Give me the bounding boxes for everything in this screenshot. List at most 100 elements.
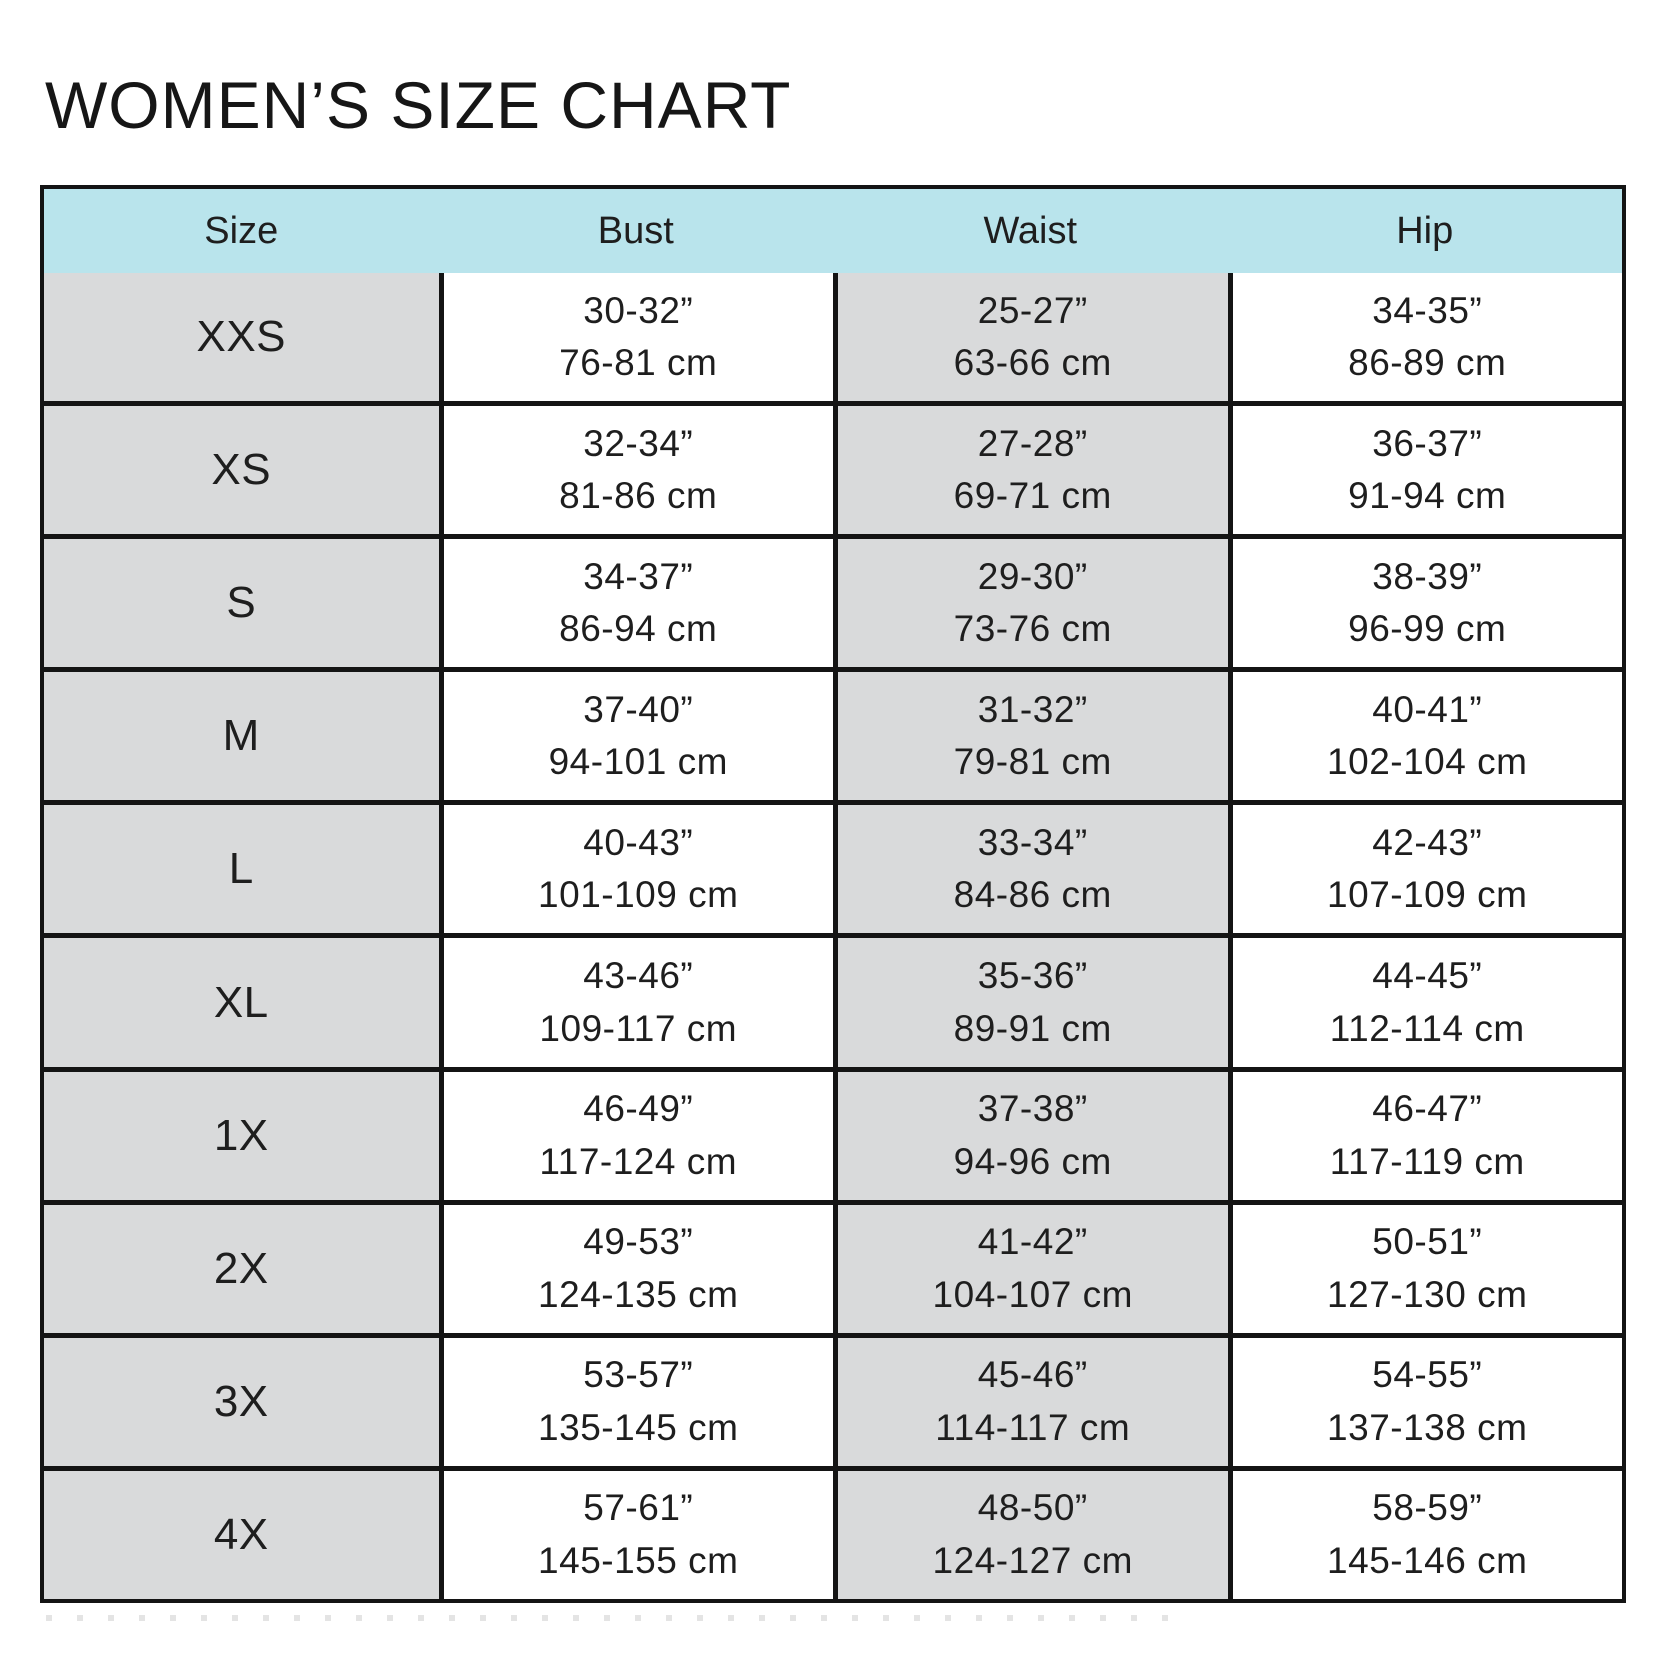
- waist-inches: 31-32”: [977, 688, 1088, 730]
- waist-inches: 37-38”: [977, 1088, 1088, 1130]
- column-header-hip: Hip: [1396, 209, 1454, 252]
- bust-cm: 145-155 cm: [538, 1539, 739, 1581]
- hip-value: 38-39” 96-99 cm: [1227, 539, 1622, 668]
- hip-cm: 102-104 cm: [1327, 741, 1528, 783]
- table-row-m: M 37-40” 94-101 cm 31-32” 79-81 cm 40-41…: [44, 667, 1622, 801]
- waist-value: 45-46” 114-117 cm: [833, 1337, 1228, 1466]
- column-header-bust: Bust: [597, 209, 674, 252]
- hip-value: 34-35” 86-89 cm: [1227, 273, 1622, 402]
- bust-cm: 86-94 cm: [559, 608, 718, 650]
- size-label: 4X: [44, 1470, 439, 1599]
- hip-value: 50-51” 127-130 cm: [1227, 1204, 1622, 1333]
- bust-inches: 49-53”: [583, 1221, 694, 1263]
- womens-size-chart-table: Size Bust Waist Hip XXS 30-32” 76-81 cm …: [40, 185, 1626, 1603]
- hip-inches: 54-55”: [1372, 1354, 1483, 1396]
- table-row-xs: XS 32-34” 81-86 cm 27-28” 69-71 cm 36-37…: [44, 401, 1622, 535]
- hip-value: 36-37” 91-94 cm: [1227, 406, 1622, 535]
- waist-cm: 69-71 cm: [953, 475, 1112, 517]
- waist-inches: 45-46”: [977, 1354, 1088, 1396]
- bust-inches: 40-43”: [583, 821, 694, 863]
- waist-cm: 63-66 cm: [953, 342, 1112, 384]
- table-row-s: S 34-37” 86-94 cm 29-30” 73-76 cm 38-39”…: [44, 534, 1622, 668]
- waist-cm: 104-107 cm: [932, 1273, 1133, 1315]
- hip-cm: 145-146 cm: [1327, 1539, 1528, 1581]
- bust-value: 57-61” 145-155 cm: [438, 1470, 833, 1599]
- table-row-2x: 2X 49-53” 124-135 cm 41-42” 104-107 cm 5…: [44, 1199, 1622, 1333]
- hip-inches: 36-37”: [1372, 422, 1483, 464]
- waist-cm: 84-86 cm: [953, 874, 1112, 916]
- table-row-l: L 40-43” 101-109 cm 33-34” 84-86 cm 42-4…: [44, 800, 1622, 934]
- waist-value: 25-27” 63-66 cm: [833, 273, 1228, 402]
- faint-dotted-line: [46, 1615, 1191, 1621]
- bust-value: 40-43” 101-109 cm: [438, 805, 833, 934]
- size-label: XL: [44, 938, 439, 1067]
- size-label: XXS: [44, 273, 439, 402]
- waist-value: 33-34” 84-86 cm: [833, 805, 1228, 934]
- bust-inches: 43-46”: [583, 954, 694, 996]
- table-row-xl: XL 43-46” 109-117 cm 35-36” 89-91 cm 44-…: [44, 933, 1622, 1067]
- hip-inches: 44-45”: [1372, 954, 1483, 996]
- waist-value: 41-42” 104-107 cm: [833, 1204, 1228, 1333]
- hip-inches: 46-47”: [1372, 1088, 1483, 1130]
- bust-inches: 53-57”: [583, 1354, 694, 1396]
- hip-cm: 117-119 cm: [1329, 1140, 1525, 1182]
- bust-value: 43-46” 109-117 cm: [438, 938, 833, 1067]
- bust-value: 49-53” 124-135 cm: [438, 1204, 833, 1333]
- size-label: 1X: [44, 1071, 439, 1200]
- hip-inches: 58-59”: [1372, 1487, 1483, 1529]
- size-label: XS: [44, 406, 439, 535]
- table-body: XXS 30-32” 76-81 cm 25-27” 63-66 cm 34-3…: [44, 273, 1622, 1599]
- table-header-row: Size Bust Waist Hip: [44, 189, 1622, 273]
- size-label: M: [44, 672, 439, 801]
- waist-cm: 73-76 cm: [953, 608, 1112, 650]
- hip-cm: 91-94 cm: [1348, 475, 1507, 517]
- bust-inches: 32-34”: [583, 422, 694, 464]
- hip-cm: 112-114 cm: [1329, 1007, 1525, 1049]
- waist-inches: 27-28”: [977, 422, 1088, 464]
- waist-inches: 35-36”: [977, 954, 1088, 996]
- waist-inches: 48-50”: [977, 1487, 1088, 1529]
- hip-value: 42-43” 107-109 cm: [1227, 805, 1622, 934]
- waist-value: 29-30” 73-76 cm: [833, 539, 1228, 668]
- bust-value: 32-34” 81-86 cm: [438, 406, 833, 535]
- hip-value: 58-59” 145-146 cm: [1227, 1470, 1622, 1599]
- bust-cm: 76-81 cm: [559, 342, 718, 384]
- hip-value: 40-41” 102-104 cm: [1227, 672, 1622, 801]
- bust-value: 30-32” 76-81 cm: [438, 273, 833, 402]
- waist-cm: 89-91 cm: [953, 1007, 1112, 1049]
- bust-cm: 94-101 cm: [548, 741, 728, 783]
- hip-cm: 127-130 cm: [1327, 1273, 1528, 1315]
- hip-cm: 107-109 cm: [1327, 874, 1528, 916]
- bust-inches: 30-32”: [583, 289, 694, 331]
- hip-inches: 34-35”: [1372, 289, 1483, 331]
- size-label: S: [44, 539, 439, 668]
- waist-cm: 79-81 cm: [953, 741, 1112, 783]
- table-row-xxs: XXS 30-32” 76-81 cm 25-27” 63-66 cm 34-3…: [44, 273, 1622, 402]
- page-title: WOMEN’S SIZE CHART: [45, 68, 792, 142]
- table-row-3x: 3X 53-57” 135-145 cm 45-46” 114-117 cm 5…: [44, 1332, 1622, 1466]
- waist-inches: 33-34”: [977, 821, 1088, 863]
- bust-inches: 46-49”: [583, 1088, 694, 1130]
- hip-value: 44-45” 112-114 cm: [1227, 938, 1622, 1067]
- waist-value: 27-28” 69-71 cm: [833, 406, 1228, 535]
- bust-cm: 135-145 cm: [538, 1406, 739, 1448]
- hip-inches: 42-43”: [1372, 821, 1483, 863]
- hip-cm: 96-99 cm: [1348, 608, 1507, 650]
- hip-inches: 40-41”: [1372, 688, 1483, 730]
- bust-inches: 34-37”: [583, 555, 694, 597]
- hip-inches: 50-51”: [1372, 1221, 1483, 1263]
- size-label: L: [44, 805, 439, 934]
- table-row-4x: 4X 57-61” 145-155 cm 48-50” 124-127 cm 5…: [44, 1465, 1622, 1599]
- table-row-1x: 1X 46-49” 117-124 cm 37-38” 94-96 cm 46-…: [44, 1066, 1622, 1200]
- hip-value: 46-47” 117-119 cm: [1227, 1071, 1622, 1200]
- bust-inches: 37-40”: [583, 688, 694, 730]
- bust-cm: 101-109 cm: [538, 874, 739, 916]
- bust-value: 37-40” 94-101 cm: [438, 672, 833, 801]
- size-label: 3X: [44, 1337, 439, 1466]
- waist-cm: 124-127 cm: [932, 1539, 1133, 1581]
- hip-cm: 86-89 cm: [1348, 342, 1507, 384]
- size-label: 2X: [44, 1204, 439, 1333]
- bust-cm: 109-117 cm: [539, 1007, 738, 1049]
- waist-value: 48-50” 124-127 cm: [833, 1470, 1228, 1599]
- waist-inches: 29-30”: [977, 555, 1088, 597]
